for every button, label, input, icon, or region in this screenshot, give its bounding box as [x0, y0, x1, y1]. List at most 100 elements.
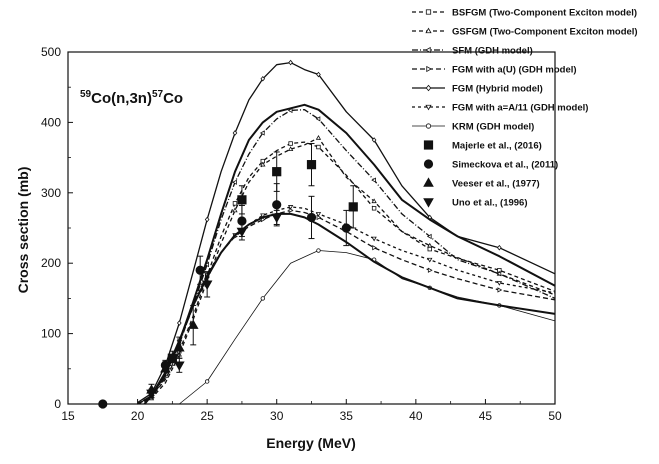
- series-layer: [98, 59, 556, 409]
- series-point: [427, 242, 433, 248]
- series-point: [316, 248, 321, 253]
- series-point: [316, 71, 321, 78]
- legend-swatch-marker: [423, 159, 434, 169]
- series-point: [288, 59, 293, 66]
- series-point: [259, 130, 265, 136]
- legend-swatch-marker: [425, 27, 432, 34]
- data-point: [348, 202, 358, 212]
- data-point: [146, 389, 157, 400]
- data-point: [201, 280, 213, 290]
- series-point: [176, 320, 182, 326]
- y-tick-label: 400: [41, 115, 61, 129]
- series-point: [260, 213, 266, 219]
- series-point: [315, 212, 322, 217]
- series-point: [426, 233, 432, 240]
- y-tick-label: 300: [41, 186, 61, 200]
- x-tick-label: 50: [548, 409, 562, 423]
- y-tick-label: 500: [41, 45, 61, 59]
- y-tick-label: 0: [54, 397, 61, 411]
- data-point: [174, 342, 185, 352]
- data-point: [174, 361, 185, 371]
- series-point: [496, 281, 503, 286]
- data-point: [187, 319, 199, 329]
- x-tick-label: 30: [270, 409, 284, 423]
- chart-title: 59Co(n,3n)57Co: [80, 89, 183, 107]
- legend-swatch-marker: [425, 123, 432, 129]
- legend-label: KRM (GDH model): [452, 122, 534, 133]
- y-tick-label: 100: [41, 327, 61, 341]
- series-point: [497, 244, 502, 251]
- series-point: [316, 214, 322, 221]
- series-point: [371, 137, 377, 143]
- legend-swatch-marker: [423, 140, 434, 150]
- series-point: [288, 207, 294, 214]
- legend-item-fgm-hybrid-model: FGM (Hybrid model): [412, 84, 543, 95]
- x-tick-label: 15: [61, 409, 75, 423]
- x-tick-label: 25: [200, 409, 214, 423]
- x-tick-label: 20: [131, 409, 145, 423]
- legend-item-simeckova-et-al-2011: Simeckova et al., (2011): [423, 159, 558, 171]
- series-fgm-hybrid-model: [137, 59, 556, 404]
- legend: BSFGM (Two-Component Exciton model) GSFGM…: [412, 8, 638, 209]
- data-point: [167, 353, 177, 363]
- data-point: [272, 200, 282, 210]
- y-axis-title: Cross section (mb): [15, 167, 31, 294]
- series-point: [315, 135, 322, 140]
- legend-label: Veeser et al., (1977): [452, 179, 540, 190]
- series-point: [371, 198, 377, 204]
- legend-swatch-marker: [425, 84, 432, 92]
- data-point: [306, 212, 317, 223]
- data-point: [160, 363, 171, 373]
- legend-label: Uno et al., (1996): [452, 198, 528, 209]
- series-point: [427, 267, 433, 273]
- series-point: [204, 216, 210, 223]
- series-line: [137, 61, 556, 404]
- legend-label: SFM (GDH model): [452, 46, 533, 57]
- legend-label: FGM with a(U) (GDH model): [452, 65, 577, 76]
- legend-label: GSFGM (Two-Component Exciton model): [452, 27, 638, 38]
- series-line: [179, 250, 556, 405]
- series-point: [260, 161, 266, 167]
- data-point: [271, 213, 283, 224]
- legend-label: FGM (Hybrid model): [452, 84, 543, 95]
- series-model-curve-7: [143, 212, 556, 405]
- series-simeckova-et-al-2011: [98, 183, 351, 409]
- series-line: [137, 141, 556, 405]
- series-point: [260, 75, 266, 82]
- legend-item-fgm-with-a-a-11-gdh-model: FGM with a=A/11 (GDH model): [412, 103, 588, 114]
- x-tick-label: 40: [409, 409, 423, 423]
- legend-item-majerle-et-al-2016: Majerle et al., (2016): [423, 140, 542, 152]
- legend-item-sfm-gdh-model: SFM (GDH model): [412, 46, 533, 57]
- legend-swatch-marker: [425, 46, 431, 54]
- series-line: [143, 212, 556, 405]
- legend-item-veeser-et-al-1977: Veeser et al., (1977): [423, 177, 540, 190]
- series-point: [496, 271, 502, 277]
- legend-swatch-marker: [426, 65, 432, 73]
- chart-title-part: Co: [163, 90, 183, 107]
- series-veeser-et-al-1977: [146, 304, 199, 397]
- legend-item-uno-et-al-1996: Uno et al., (1996): [423, 198, 528, 209]
- series-line: [143, 103, 556, 405]
- data-point: [237, 195, 247, 205]
- legend-swatch-marker: [425, 9, 432, 15]
- data-point: [195, 265, 205, 275]
- legend-item-gsfgm-two-component-exciton-model: GSFGM (Two-Component Exciton model): [412, 27, 638, 38]
- series-point: [232, 201, 238, 206]
- legend-swatch-marker: [423, 177, 434, 187]
- legend-item-bsfgm-two-component-exciton-model: BSFGM (Two-Component Exciton model): [412, 8, 637, 19]
- legend-swatch-marker: [425, 104, 432, 111]
- series-majerle-et-al-2016: [167, 143, 358, 366]
- legend-label: Majerle et al., (2016): [452, 141, 542, 152]
- series-point: [287, 107, 293, 114]
- series-line: [137, 137, 556, 405]
- series-point: [316, 144, 321, 150]
- legend-label: BSFGM (Two-Component Exciton model): [452, 8, 637, 19]
- legend-item-fgm-with-a-u-gdh-model: FGM with a(U) (GDH model): [412, 65, 577, 76]
- legend-swatch-marker: [423, 198, 434, 208]
- series-point: [427, 257, 433, 263]
- x-tick-label: 45: [479, 409, 493, 423]
- series-point: [371, 206, 377, 211]
- x-axis-title: Energy (MeV): [266, 435, 355, 451]
